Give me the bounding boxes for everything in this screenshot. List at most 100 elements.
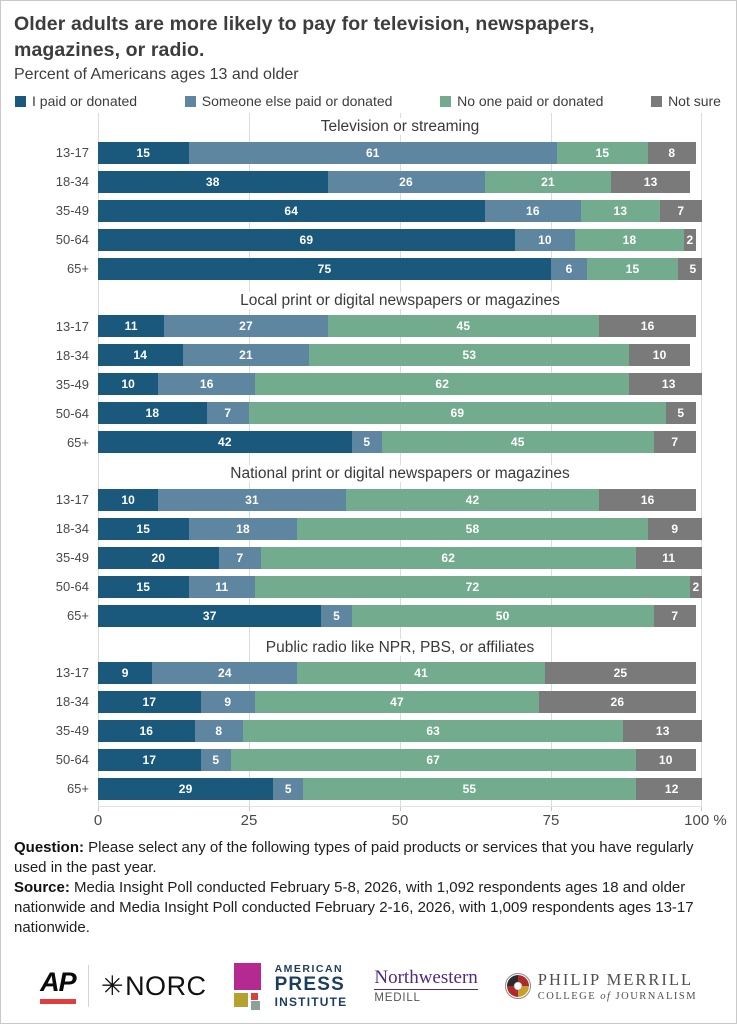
bar-value-label: 2: [686, 232, 694, 247]
age-group-label: 13-17: [55, 665, 89, 681]
bar-value-label: 16: [640, 319, 655, 334]
bar-value-label: 47: [390, 694, 404, 709]
bar-segment-i-paid-or-donated: 15: [98, 517, 189, 540]
bar-row: 65+ 37 5 50 7: [14, 604, 702, 627]
bar-segment-someone-else-paid-or-donated: 16: [158, 373, 256, 396]
bar-value-label: 10: [121, 492, 136, 507]
chart-subtitle: Percent of Americans ages 13 and older: [14, 66, 299, 84]
bar-segment-no-one-paid-or-donated: 67: [230, 748, 636, 771]
bar-segment-not-sure: 11: [635, 546, 702, 569]
axis-tick-0: [98, 806, 99, 811]
ap-logo: AP: [39, 966, 77, 1004]
axis-tick-100: [701, 806, 702, 811]
stacked-bar: 17 5 67 10: [98, 748, 702, 771]
bar-value-label: 69: [299, 232, 314, 247]
chart-sections: Television or streaming 13-17 15 61 15 8 18-34…: [14, 113, 702, 800]
legend-label: Someone else paid or donated: [201, 93, 393, 110]
age-group-label: 65+: [66, 261, 89, 277]
logo-divider: [87, 965, 89, 1007]
bar-segment-no-one-paid-or-donated: 58: [297, 517, 648, 540]
age-group-label: 18-34: [55, 347, 89, 363]
gridline-0: [98, 113, 99, 806]
stacked-bar: 17 9 47 26: [98, 690, 702, 713]
bar-segment-no-one-paid-or-donated: 62: [261, 546, 636, 569]
bar-value-label: 72: [465, 579, 480, 594]
bar-value-label: 5: [689, 261, 697, 276]
x-axis: 0 25 50 75 100 %: [94, 806, 727, 831]
bar-value-label: 53: [462, 348, 477, 363]
age-group-label: 18-34: [55, 174, 89, 190]
merrill-name-line: PHILIP MERRILL: [537, 970, 694, 989]
axis-tick-50: [400, 806, 401, 811]
legend-label: Not sure: [668, 93, 721, 110]
bar-value-label: 9: [671, 521, 679, 536]
stacked-bar: 42 5 45 7: [98, 431, 702, 454]
bar-value-label: 38: [205, 174, 220, 189]
medill-wordmark: MEDILL: [374, 992, 421, 1005]
bar-value-label: 9: [121, 665, 129, 680]
bar-segment-not-sure: 12: [635, 777, 702, 800]
api-red-square-icon: [250, 993, 258, 1000]
merrill-college-line: COLLEGE of JOURNALISM: [538, 991, 697, 1002]
axis-label-25: 25: [240, 811, 258, 829]
stacked-bar: 15 61 15 8: [98, 141, 702, 164]
bar-segment-not-sure: 7: [653, 431, 696, 454]
chart-header: Older adults are more likely to pay for …: [1, 1, 736, 109]
bar-segment-no-one-paid-or-donated: 15: [557, 141, 648, 164]
bar-segment-i-paid-or-donated: 64: [98, 199, 485, 222]
bar-segment-not-sure: 7: [653, 604, 696, 627]
bar-value-label: 5: [212, 752, 220, 767]
api-squares-icon: [233, 963, 268, 1010]
bar-segment-not-sure: 26: [538, 690, 696, 713]
section-title: Local print or digital newspapers or mag…: [98, 287, 702, 315]
bar-segment-someone-else-paid-or-donated: 5: [200, 748, 231, 771]
bar-value-label: 64: [284, 203, 299, 218]
bar-value-label: 55: [462, 781, 477, 796]
bar-segment-i-paid-or-donated: 17: [98, 748, 201, 771]
bar-row: 50-64 15 11 72 2: [14, 575, 702, 598]
bar-segment-not-sure: 25: [544, 661, 696, 684]
bar-value-label: 42: [217, 435, 232, 450]
axis-label-0: 0: [93, 811, 103, 829]
bar-value-label: 6: [565, 261, 573, 276]
age-group-label: 13-17: [55, 145, 89, 161]
bar-value-label: 15: [136, 579, 151, 594]
bar-value-label: 9: [224, 694, 232, 709]
bar-value-label: 5: [677, 406, 685, 421]
norc-star-icon: ✳: [100, 970, 125, 1001]
stacked-bar: 37 5 50 7: [98, 604, 702, 627]
bar-segment-i-paid-or-donated: 42: [98, 431, 352, 454]
age-group-label: 35-49: [55, 550, 89, 566]
gridline-50: [400, 113, 401, 806]
bar-value-label: 58: [465, 521, 480, 536]
section-title-text: National print or digital newspapers or …: [223, 465, 577, 483]
api-line-american: AMERICAN: [274, 963, 344, 976]
age-group-label: 35-49: [55, 203, 89, 219]
norc-logo: ✳NORC: [101, 971, 207, 1002]
bar-row: 18-34 14 21 53 10: [14, 344, 702, 367]
bar-value-label: 31: [245, 492, 259, 507]
age-group-label: 50-64: [55, 232, 89, 248]
bar-segment-i-paid-or-donated: 15: [98, 141, 189, 164]
age-group-label: 65+: [66, 781, 89, 797]
bar-value-label: 45: [510, 435, 525, 450]
ap-red-bar-icon: [39, 998, 76, 1004]
bar-row: 13-17 10 31 42 16: [14, 488, 702, 511]
bar-segment-no-one-paid-or-donated: 15: [587, 257, 678, 280]
bar-value-label: 17: [142, 694, 157, 709]
bar-value-label: 7: [236, 550, 244, 565]
northwestern-medill-logo: Northwestern MEDILL: [374, 967, 478, 1005]
bar-value-label: 15: [595, 145, 610, 160]
bar-value-label: 13: [613, 203, 628, 218]
bar-segment-someone-else-paid-or-donated: 21: [182, 344, 310, 367]
bar-segment-no-one-paid-or-donated: 69: [248, 402, 666, 425]
bar-row: 35-49 10 16 62 13: [14, 373, 702, 396]
bar-segment-not-sure: 7: [659, 199, 702, 222]
bar-value-label: 10: [652, 348, 667, 363]
age-group-label: 65+: [66, 608, 89, 624]
bar-row: 13-17 9 24 41 25: [14, 661, 702, 684]
ap-wordmark: AP: [40, 966, 77, 997]
api-line-press: PRESS: [274, 974, 345, 996]
age-group-label: 13-17: [55, 492, 89, 508]
merrill-journalism-text: JOURNALISM: [611, 991, 698, 1002]
